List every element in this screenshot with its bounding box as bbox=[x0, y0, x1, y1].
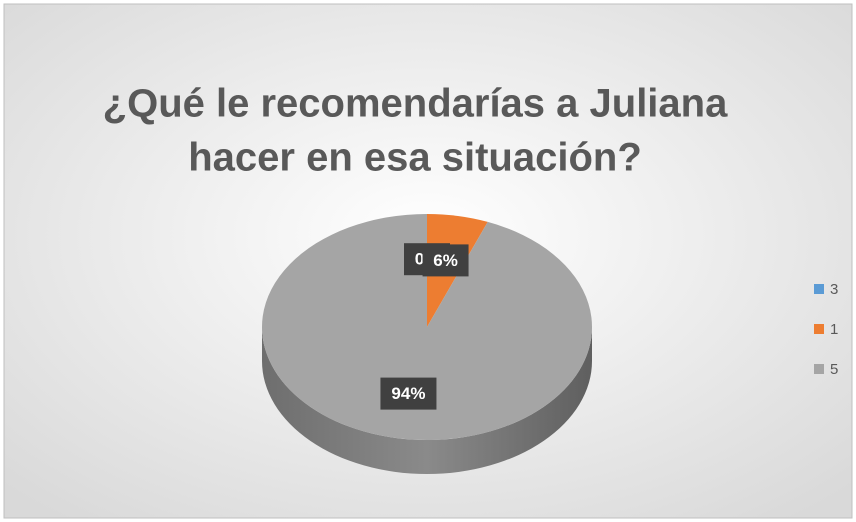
legend-swatch bbox=[814, 364, 824, 374]
chart-title: hacer en esa situación? bbox=[188, 136, 642, 180]
pie-side bbox=[262, 327, 592, 474]
data-label: 6% bbox=[433, 251, 458, 270]
legend-label: 1 bbox=[830, 321, 838, 338]
legend-label: 5 bbox=[830, 361, 838, 378]
data-label: 94% bbox=[391, 384, 425, 403]
pie-slice bbox=[261, 214, 592, 440]
legend-swatch bbox=[814, 284, 824, 294]
data-label-box bbox=[380, 377, 437, 410]
chart-title: ¿Qué le recomendarías a Juliana bbox=[103, 82, 728, 126]
legend-swatch bbox=[814, 324, 824, 334]
data-label-box bbox=[422, 244, 469, 277]
legend-label: 3 bbox=[830, 281, 838, 298]
